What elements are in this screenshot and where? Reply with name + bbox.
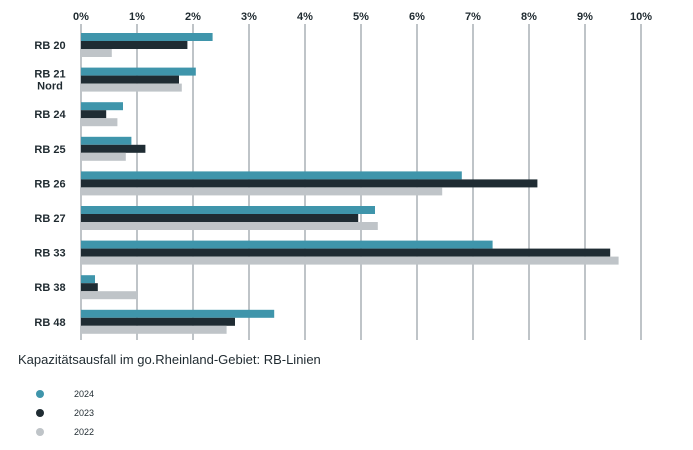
bar-2024 — [81, 309, 275, 318]
bar-2024 — [81, 67, 196, 76]
bar-2024 — [81, 171, 462, 180]
x-axis-ticks: 0% 1% 2% 3% 4% 5% 6% 7% 8% 9% 10% — [73, 11, 652, 23]
x-tick-label: 8% — [521, 11, 537, 23]
x-tick-label: 6% — [409, 11, 425, 23]
category-label: RB 20 — [34, 40, 65, 52]
legend-swatch-2022 — [36, 427, 44, 436]
bar-2022 — [81, 152, 126, 161]
legend-label-2022: 2022 — [74, 426, 95, 437]
category-label: RB 27 — [34, 213, 65, 225]
category-label: RB 25 — [34, 144, 65, 156]
bars — [81, 33, 619, 334]
category-label: RB 38 — [34, 282, 65, 294]
bar-2023 — [81, 41, 188, 49]
bar-2022 — [81, 49, 112, 57]
bar-2022 — [81, 118, 118, 127]
category-labels: RB 20 RB 21 Nord RB 24 RB 25 RB 26 RB 27 RB 33 R… — [34, 40, 66, 329]
bar-2022 — [81, 291, 137, 300]
bar-2023 — [81, 248, 611, 257]
bar-2024 — [81, 240, 493, 249]
x-tick-label: 1% — [129, 11, 145, 23]
bar-2024 — [81, 33, 213, 41]
bar-2024 — [81, 136, 132, 145]
x-tick-label: 9% — [577, 11, 593, 23]
bar-2023 — [81, 179, 538, 188]
x-tick-label: 7% — [465, 11, 481, 23]
category-label: RB 33 — [34, 248, 65, 260]
bar-2024 — [81, 102, 123, 111]
legend-swatch-2024 — [36, 389, 44, 398]
x-tick-label: 3% — [241, 11, 257, 23]
category-label: RB 48 — [34, 317, 65, 329]
category-label: RB 26 — [34, 178, 65, 190]
legend-label-2024: 2024 — [74, 388, 95, 399]
bar-2023 — [81, 317, 235, 326]
bar-2022 — [81, 222, 378, 230]
bar-2022 — [81, 256, 619, 265]
bar-2024 — [81, 206, 375, 214]
legend-label-2023: 2023 — [74, 407, 95, 418]
x-tick-label: 5% — [353, 11, 369, 23]
x-tick-label: 10% — [630, 11, 652, 23]
legend-swatch-2023 — [36, 408, 44, 417]
legend-item-2023: 2023 — [36, 403, 94, 422]
legend-item-2024: 2024 — [36, 384, 94, 403]
legend-item-2022: 2022 — [36, 422, 94, 441]
x-tick-label: 0% — [73, 11, 89, 23]
bar-2023 — [81, 283, 98, 292]
category-label: RB 24 — [34, 109, 66, 121]
bar-2022 — [81, 83, 182, 92]
bar-2023 — [81, 75, 179, 84]
bar-2022 — [81, 325, 227, 334]
bar-2023 — [81, 144, 146, 153]
category-label: RB 21 Nord — [34, 69, 65, 93]
bar-2023 — [81, 110, 107, 119]
bar-2023 — [81, 214, 359, 222]
legend: 2024 2023 2022 — [36, 384, 94, 441]
chart-title: Kapazitätsausfall im go.Rheinland-Gebiet… — [18, 352, 321, 367]
bar-2022 — [81, 187, 443, 196]
bar-2024 — [81, 275, 95, 284]
x-tick-label: 4% — [297, 11, 313, 23]
x-tick-label: 2% — [185, 11, 201, 23]
